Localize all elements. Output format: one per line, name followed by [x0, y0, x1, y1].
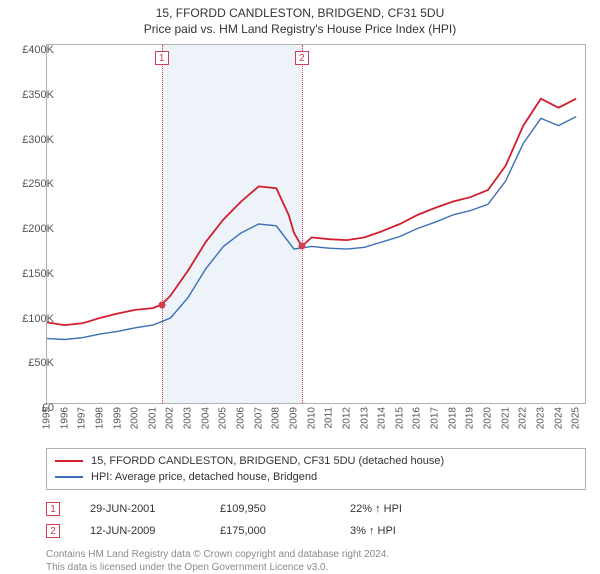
chart-container: 15, FFORDD CANDLESTON, BRIDGEND, CF31 5D…: [0, 0, 600, 560]
series-line: [47, 99, 576, 325]
sale-delta: 22% ↑ HPI: [350, 503, 480, 515]
y-tick-label: £100K: [22, 313, 54, 325]
y-tick-label: £150K: [22, 268, 54, 280]
x-tick-label: 1998: [94, 407, 105, 429]
x-tick-label: 2007: [253, 407, 264, 429]
x-tick-label: 2010: [306, 407, 317, 429]
legend-label: 15, FFORDD CANDLESTON, BRIDGEND, CF31 5D…: [91, 455, 444, 467]
legend-box: 15, FFORDD CANDLESTON, BRIDGEND, CF31 5D…: [46, 448, 586, 490]
y-tick-label: £250K: [22, 178, 54, 190]
sale-price: £109,950: [220, 503, 350, 515]
sale-row: 2 12-JUN-2009 £175,000 3% ↑ HPI: [46, 520, 586, 542]
sale-date: 29-JUN-2001: [90, 503, 220, 515]
legend-label: HPI: Average price, detached house, Brid…: [91, 471, 317, 483]
x-tick-label: 2000: [130, 407, 141, 429]
series-line: [47, 117, 576, 340]
x-tick-label: 2009: [288, 407, 299, 429]
x-tick-label: 2003: [183, 407, 194, 429]
event-point-icon: [158, 301, 165, 308]
x-tick-label: 2021: [500, 407, 511, 429]
x-tick-label: 2005: [218, 407, 229, 429]
legend-swatch-icon: [55, 476, 83, 478]
sale-marker-icon: 2: [46, 524, 60, 538]
x-tick-label: 2008: [271, 407, 282, 429]
legend-row: 15, FFORDD CANDLESTON, BRIDGEND, CF31 5D…: [55, 453, 577, 469]
y-tick-label: £350K: [22, 89, 54, 101]
event-point-icon: [298, 243, 305, 250]
x-tick-label: 1996: [59, 407, 70, 429]
y-tick-label: £200K: [22, 223, 54, 235]
x-tick-label: 2002: [165, 407, 176, 429]
event-vline: [162, 45, 163, 403]
x-tick-label: 2015: [394, 407, 405, 429]
event-vline: [302, 45, 303, 403]
x-tick-label: 2016: [412, 407, 423, 429]
y-tick-label: £0: [42, 402, 54, 414]
y-tick-label: £50K: [28, 357, 54, 369]
y-tick-label: £400K: [22, 44, 54, 56]
line-series-svg: [47, 45, 585, 403]
x-tick-label: 2017: [430, 407, 441, 429]
title-block: 15, FFORDD CANDLESTON, BRIDGEND, CF31 5D…: [0, 0, 600, 36]
sale-row: 1 29-JUN-2001 £109,950 22% ↑ HPI: [46, 498, 586, 520]
x-tick-label: 2025: [571, 407, 582, 429]
x-tick-label: 2013: [359, 407, 370, 429]
sale-marker-icon: 1: [46, 502, 60, 516]
x-tick-label: 2011: [324, 407, 335, 429]
x-tick-label: 2001: [147, 407, 158, 429]
sale-date: 12-JUN-2009: [90, 525, 220, 537]
event-marker-icon: 1: [155, 51, 169, 65]
legend-row: HPI: Average price, detached house, Brid…: [55, 469, 577, 485]
x-tick-label: 1997: [77, 407, 88, 429]
chart-title-address: 15, FFORDD CANDLESTON, BRIDGEND, CF31 5D…: [0, 6, 600, 20]
footer-line: Contains HM Land Registry data © Crown c…: [46, 548, 586, 561]
x-tick-label: 2018: [447, 407, 458, 429]
x-tick-label: 2012: [341, 407, 352, 429]
footer-line: This data is licensed under the Open Gov…: [46, 561, 586, 574]
legend-swatch-icon: [55, 460, 83, 462]
chart-plot-area: 1219951996199719981999200020012002200320…: [46, 44, 586, 404]
x-tick-label: 2020: [482, 407, 493, 429]
sale-price: £175,000: [220, 525, 350, 537]
sales-table: 1 29-JUN-2001 £109,950 22% ↑ HPI 2 12-JU…: [46, 498, 586, 542]
x-tick-label: 1999: [112, 407, 123, 429]
x-tick-label: 2023: [535, 407, 546, 429]
x-tick-label: 2006: [236, 407, 247, 429]
sale-delta: 3% ↑ HPI: [350, 525, 480, 537]
footer-attribution: Contains HM Land Registry data © Crown c…: [46, 548, 586, 574]
x-tick-label: 2024: [553, 407, 564, 429]
x-tick-label: 2004: [200, 407, 211, 429]
chart-subtitle: Price paid vs. HM Land Registry's House …: [0, 22, 600, 36]
x-tick-label: 2014: [377, 407, 388, 429]
event-marker-icon: 2: [295, 51, 309, 65]
x-tick-label: 2019: [465, 407, 476, 429]
y-tick-label: £300K: [22, 134, 54, 146]
x-tick-label: 2022: [518, 407, 529, 429]
